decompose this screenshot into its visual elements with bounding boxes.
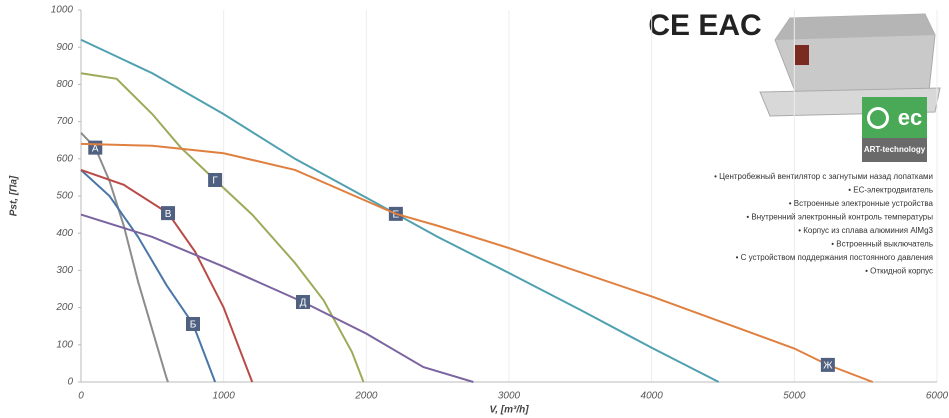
feature: • Внутренний электронный контроль темпер… [746, 213, 933, 222]
badge-caption-bg [862, 138, 927, 162]
feature: • EC-электродвигатель [848, 186, 933, 195]
curve-label: Е [393, 209, 400, 220]
feature: • С устройством поддержания постоянного … [736, 253, 933, 262]
y-tick-label: 200 [55, 302, 73, 313]
curve-label-bg [161, 206, 176, 221]
feature: • Встроенные электронные устройства [789, 199, 934, 208]
feature: • Встроенный выключатель [831, 240, 933, 249]
y-tick-label: 100 [56, 339, 73, 350]
y-tick-label: 0 [67, 377, 73, 388]
badge-caption: ART-technology [864, 145, 926, 154]
curve-label-bg [208, 173, 223, 188]
curve-label: Ж [823, 361, 833, 372]
curve [80, 38, 720, 383]
badge-globe-inner [870, 110, 886, 126]
curve [80, 132, 169, 383]
feature: • Центробежный вентилятор с загнутыми на… [714, 172, 933, 181]
curve-label: А [92, 143, 99, 154]
x-axis-title: V, [m³/h] [489, 405, 529, 416]
curve-label: В [165, 209, 172, 220]
x-tick-label: 1000 [213, 391, 236, 402]
product-image [759, 13, 941, 117]
x-tick-label: 5000 [783, 391, 806, 402]
y-tick-label: 500 [56, 191, 73, 202]
x-tick-label: 0 [78, 391, 84, 402]
y-tick-label: 1000 [51, 5, 74, 16]
y-tick-label: 600 [56, 153, 73, 164]
curve [80, 142, 874, 383]
x-tick-label: 6000 [926, 391, 949, 402]
certifications: CE EAC [648, 9, 761, 42]
y-tick-label: 700 [56, 116, 73, 127]
feature: • Откидной корпус [865, 267, 933, 276]
curve-label-bg [820, 357, 835, 372]
y-tick-label: 400 [56, 228, 73, 239]
x-tick-label: 3000 [498, 391, 521, 402]
curve [80, 72, 365, 383]
curve-label: Б [190, 320, 197, 331]
badge-logo: ec [898, 105, 922, 130]
y-axis-title: Pst, [Па] [9, 175, 20, 216]
curve [80, 169, 254, 383]
curve-label: Д [300, 298, 307, 309]
x-tick-label: 2000 [354, 391, 378, 402]
curve [80, 169, 217, 383]
x-tick-label: 4000 [641, 391, 664, 402]
y-tick-label: 800 [56, 79, 73, 90]
curve-label-bg [185, 316, 200, 331]
y-tick-label: 300 [56, 265, 73, 276]
feature: • Корпус из сплава алюминия AlMg3 [798, 226, 933, 235]
curve-label-bg [295, 295, 310, 310]
y-tick-label: 900 [56, 42, 73, 53]
curve-label: Г [212, 176, 218, 187]
